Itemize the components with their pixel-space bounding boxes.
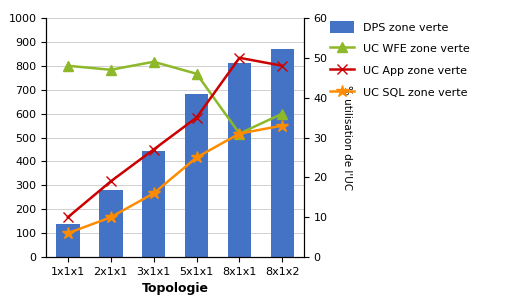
Y-axis label: DPS: DPS (0, 125, 3, 150)
Bar (142, 151, 165, 257)
Bar (185, 94, 209, 257)
Bar (228, 63, 251, 257)
Bar (56, 224, 80, 257)
Legend: DPS zone verte, UC WFE zone verte, UC App zone verte, UC SQL zone verte: DPS zone verte, UC WFE zone verte, UC Ap… (330, 21, 470, 98)
Bar (270, 49, 294, 257)
Y-axis label: % utilisation de l'UC: % utilisation de l'UC (341, 85, 352, 190)
X-axis label: Topologie: Topologie (142, 283, 209, 295)
Bar (99, 190, 123, 257)
